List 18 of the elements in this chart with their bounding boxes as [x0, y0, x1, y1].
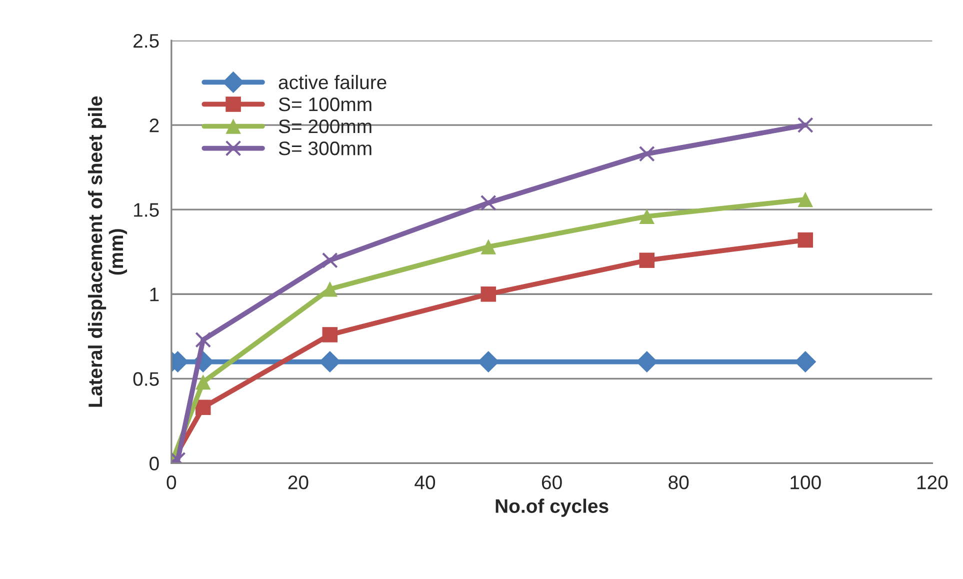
x-axis-title: No.of cycles — [496, 498, 608, 517]
y-tick-label: 2 — [150, 118, 159, 132]
y-tick-label: 1.5 — [134, 203, 159, 217]
y-tick-label: 0 — [150, 456, 159, 470]
y-tick-label: 2.5 — [134, 34, 159, 48]
x-tick-label: 20 — [288, 476, 308, 490]
x-tick-label: 40 — [414, 476, 436, 490]
legend-label: active failure — [278, 74, 386, 90]
x-tick-label: 60 — [542, 476, 562, 490]
x-tick-label: 0 — [166, 476, 176, 490]
x-tick-label: 100 — [790, 476, 821, 490]
legend-label: S= 300mm — [278, 141, 372, 156]
y-tick-label: 1 — [150, 288, 159, 302]
legend-label: S= 100mm — [278, 97, 372, 112]
x-tick-label: 80 — [668, 476, 689, 490]
x-tick-label: 120 — [917, 476, 948, 490]
y-axis-title: Lateral displacement of sheet pile (mm) — [88, 96, 128, 407]
y-tick-label: 0.5 — [133, 372, 159, 386]
